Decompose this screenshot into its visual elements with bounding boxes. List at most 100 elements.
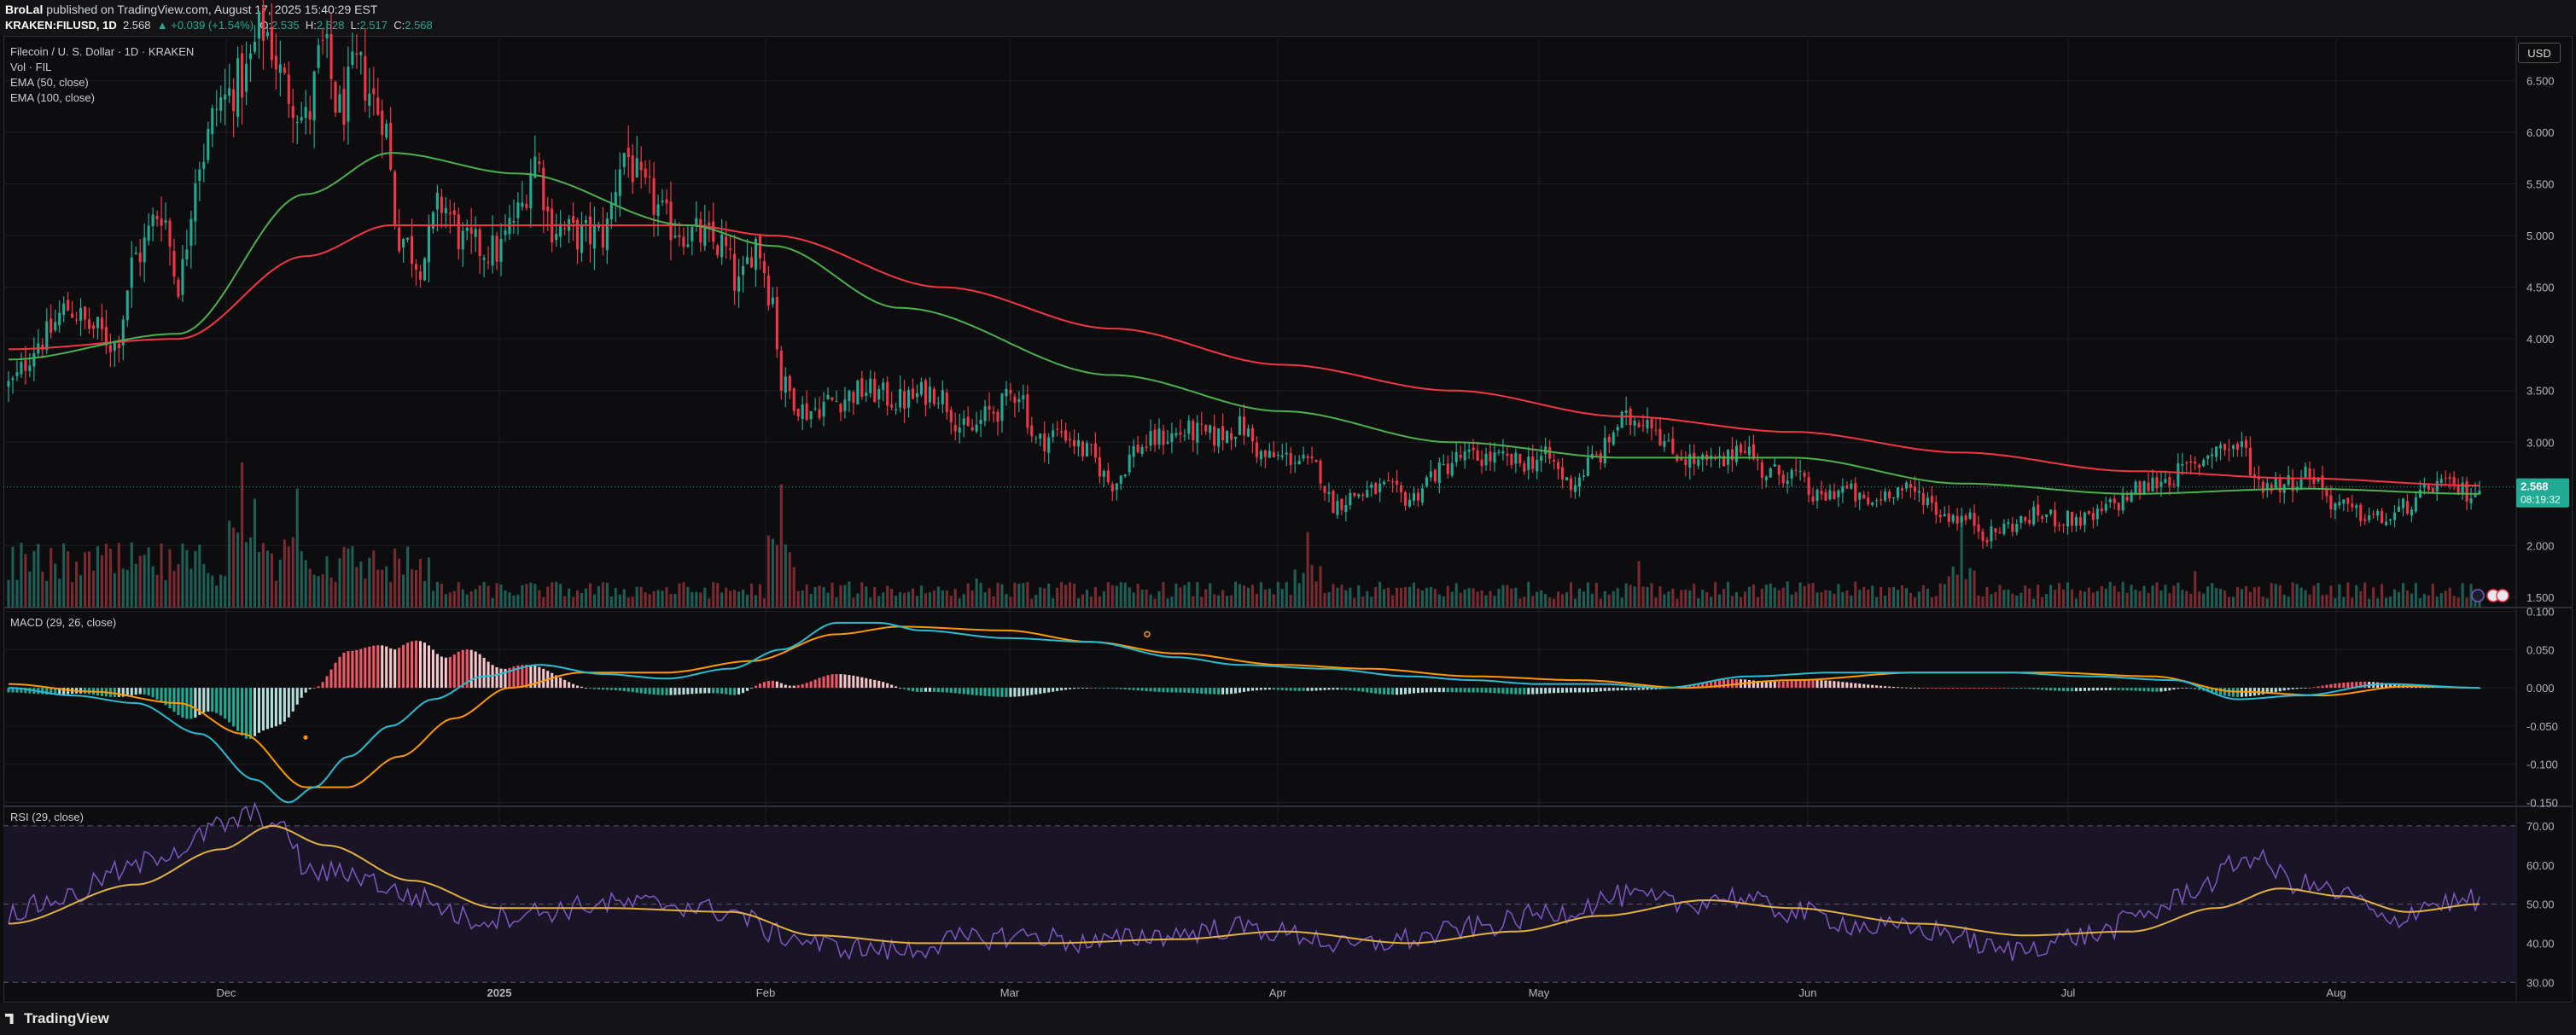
macd-histogram-bar — [1323, 688, 1326, 690]
candle-down — [1807, 477, 1810, 495]
volume-bar — [143, 555, 146, 608]
currency-button[interactable]: USD — [2518, 43, 2561, 63]
candle-up — [2177, 463, 2180, 487]
macd-histogram-bar — [444, 657, 447, 689]
macd-histogram-bar — [1497, 688, 1501, 694]
macd-histogram-bar — [906, 688, 911, 691]
volume-bar — [725, 587, 728, 608]
macd-histogram-bar — [482, 657, 486, 689]
candle-down — [716, 245, 720, 256]
macd-histogram-bar — [2147, 688, 2150, 692]
candle-up — [1573, 485, 1577, 492]
volume-bar — [198, 544, 201, 608]
candle-up — [928, 386, 931, 403]
macd-histogram-bar — [2274, 688, 2277, 693]
macd-histogram-bar — [1900, 687, 1904, 689]
candle-down — [2117, 503, 2120, 510]
macd-histogram-bar — [1047, 688, 1051, 693]
macd-histogram-bar — [1153, 688, 1157, 692]
volume-bar — [2235, 587, 2240, 608]
candle-down — [1781, 474, 1785, 484]
macd-histogram-bar — [962, 688, 965, 695]
volume-bar — [487, 585, 490, 608]
macd-histogram-bar — [877, 680, 881, 689]
candle-down — [2198, 464, 2201, 468]
volume-bar — [278, 559, 282, 608]
candle-up — [2049, 509, 2053, 515]
candle-down — [1998, 532, 2002, 534]
macd-histogram-bar — [1043, 688, 1046, 694]
candle-up — [1183, 435, 1186, 437]
legend-ema50[interactable]: EMA (50, close) — [10, 76, 89, 89]
volume-bar — [427, 557, 430, 608]
macd-histogram-bar — [2189, 688, 2193, 689]
candle-down — [1684, 459, 1687, 466]
candle-up — [865, 392, 868, 396]
macd-histogram-bar — [1085, 688, 1088, 689]
macd-histogram-bar — [2066, 688, 2070, 692]
volume-bar — [703, 587, 707, 608]
candle-down — [469, 227, 473, 234]
volume-bar — [1904, 588, 1909, 608]
legend-macd[interactable]: MACD (29, 26, close) — [10, 616, 117, 629]
candle-up — [2435, 480, 2439, 492]
volume-bar — [1633, 586, 1636, 608]
volume-bar — [1442, 596, 1445, 608]
macd-histogram-bar — [151, 688, 154, 698]
candle-down — [487, 262, 490, 264]
macd-histogram-bar — [2117, 688, 2120, 690]
candle-down — [2381, 510, 2384, 524]
volume-bar — [58, 579, 61, 608]
candle-up — [224, 94, 227, 100]
candle-up — [2317, 477, 2320, 482]
volume-bar — [1467, 588, 1471, 608]
volume-bars — [7, 462, 2481, 608]
legend-ema100[interactable]: EMA (100, close) — [10, 91, 95, 104]
volume-bar — [1250, 584, 1254, 608]
macd-histogram-bar — [1234, 688, 1238, 694]
macd-histogram-bar — [1115, 688, 1118, 689]
macd-histogram-bar — [1727, 679, 1730, 689]
macd-histogram-bar — [2002, 688, 2006, 689]
candle-up — [1790, 469, 1793, 479]
macd-histogram-bar — [1633, 688, 1636, 690]
volume-bar — [1921, 584, 1925, 608]
candle-down — [563, 228, 567, 230]
publisher-name[interactable]: BroLal — [5, 3, 44, 16]
volume-bar — [1786, 581, 1789, 608]
candle-down — [775, 296, 778, 350]
volume-bar — [1743, 591, 1746, 608]
volume-bar — [257, 552, 261, 608]
legend-rsi[interactable]: RSI (29, close) — [10, 811, 84, 823]
macd-histogram-bar — [1412, 688, 1416, 694]
volume-bar — [1663, 594, 1666, 608]
volume-bar — [1603, 590, 1606, 608]
price-tick-label: 6.000 — [2526, 126, 2555, 139]
macd-histogram-bar — [402, 644, 405, 689]
price-tick-label: 5.000 — [2526, 230, 2555, 242]
volume-bar — [1183, 584, 1186, 608]
volume-bar — [1824, 590, 1827, 608]
candle-up — [325, 33, 329, 38]
legend-volume[interactable]: Vol · FIL — [10, 61, 52, 73]
macd-histogram-bar — [992, 688, 995, 697]
macd-histogram-bar — [359, 648, 363, 689]
candle-up — [427, 225, 430, 263]
volume-bar — [452, 590, 456, 608]
volume-bar — [941, 590, 944, 608]
macd-histogram-bar — [1009, 688, 1012, 697]
time-tick-label: Feb — [756, 986, 775, 999]
volume-bar — [1654, 597, 1658, 608]
candle-up — [2342, 499, 2346, 504]
candle-up — [134, 253, 137, 255]
candle-down — [2405, 501, 2409, 514]
macd-histogram-bar — [321, 682, 324, 689]
volume-bar — [1913, 597, 1916, 608]
macd-histogram-bar — [1242, 688, 1246, 692]
tradingview-logo[interactable]: TradingView — [5, 1010, 109, 1027]
macd-histogram-bar — [924, 688, 927, 692]
legend-title[interactable]: Filecoin / U. S. Dollar · 1D · KRAKEN — [10, 45, 195, 58]
macd-histogram-bar — [2287, 688, 2290, 690]
candle-down — [996, 411, 1000, 422]
